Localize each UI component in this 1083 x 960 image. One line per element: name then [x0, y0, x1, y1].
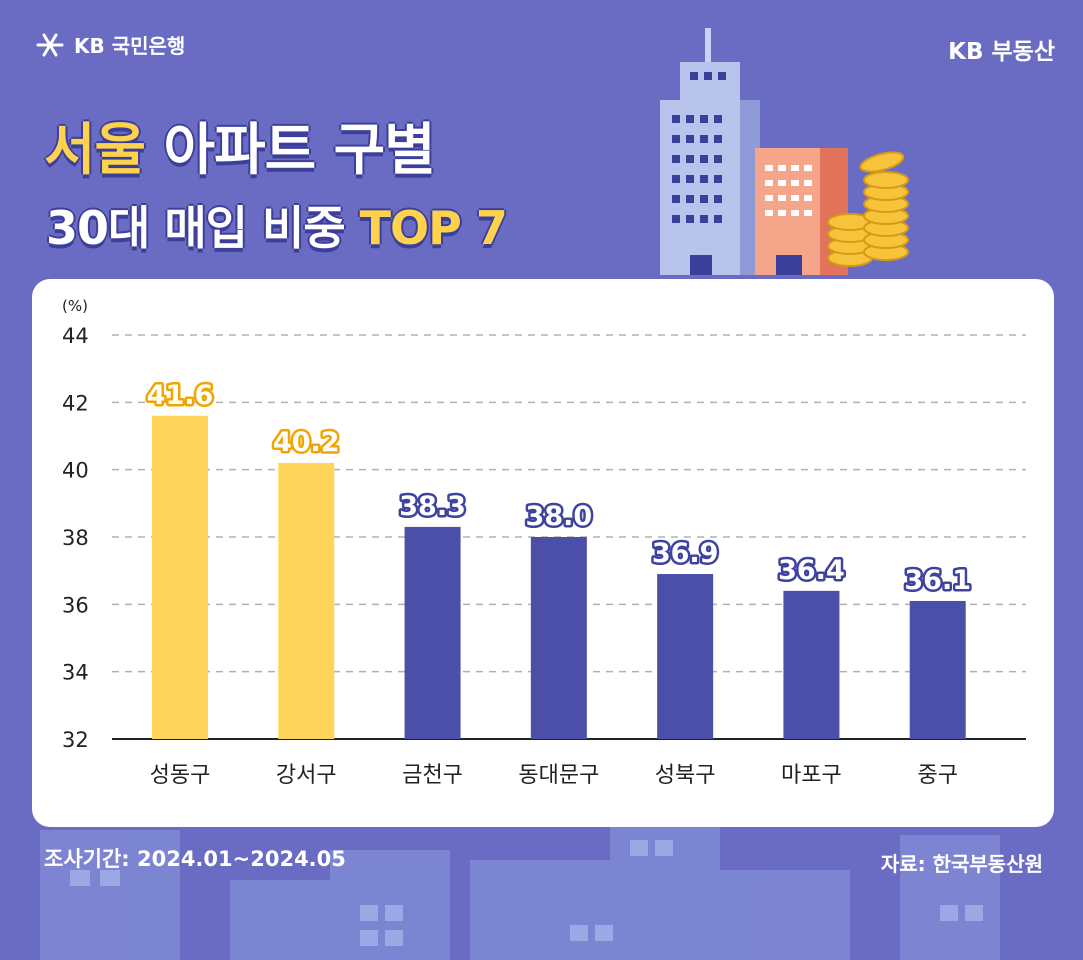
survey-period: 조사기간: 2024.01~2024.05: [44, 847, 346, 871]
bar-chart: (%) 32 34 36 38 40 42 44 41.6 40.2 38.3 38.0 36.9 3…: [62, 297, 1026, 788]
x-tick-label: 중구: [917, 763, 957, 788]
title-line2-highlight: TOP 7: [359, 201, 508, 255]
page-title-line1: 서울 아파트 구별: [44, 105, 436, 186]
brand-left-label: KB 국민은행: [74, 34, 186, 58]
data-label: 38.0: [526, 501, 593, 532]
data-source: 자료: 한국부동산원: [880, 852, 1043, 876]
y-tick-label: 44: [62, 324, 89, 348]
bar: [783, 590, 840, 739]
data-label: 36.1: [904, 565, 971, 596]
y-tick-label: 36: [62, 593, 89, 617]
data-label: 36.4: [778, 555, 845, 586]
y-tick-label: 42: [62, 391, 89, 415]
y-tick-label: 40: [62, 459, 89, 483]
page-title-line2: 30대 매입 비중 TOP 7: [46, 192, 508, 258]
title-line2-prefix: 30대 매입 비중: [46, 201, 360, 255]
x-tick-label: 금천구: [402, 763, 463, 788]
x-tick-label: 성북구: [655, 763, 716, 788]
data-label: 36.9: [652, 538, 719, 569]
kb-real-estate-logo: KB 부동산: [948, 39, 1055, 65]
kb-star-icon: [36, 33, 64, 56]
data-label: 40.2: [273, 427, 340, 458]
x-tick-label: 성동구: [150, 763, 211, 788]
bar: [909, 600, 966, 739]
bar: [152, 415, 208, 739]
bar: [530, 537, 587, 739]
y-tick-label: 38: [62, 526, 89, 550]
data-label: 41.6: [147, 380, 214, 411]
buildings-coins-illustration: [660, 28, 909, 275]
title-rest: 아파트 구별: [145, 118, 436, 183]
title-highlight: 서울: [44, 118, 146, 183]
bar: [404, 526, 461, 739]
x-tick-label: 동대문구: [518, 763, 599, 788]
kb-kookmin-bank-logo: KB 국민은행: [34, 30, 185, 59]
x-tick-label: 강서구: [276, 763, 337, 788]
y-tick-label: 34: [62, 661, 89, 685]
bar: [657, 574, 714, 739]
x-tick-label: 마포구: [781, 763, 842, 788]
bar: [278, 462, 335, 739]
y-axis-unit-label: (%): [62, 297, 88, 315]
y-tick-label: 32: [62, 728, 89, 752]
data-label: 38.3: [399, 491, 466, 522]
